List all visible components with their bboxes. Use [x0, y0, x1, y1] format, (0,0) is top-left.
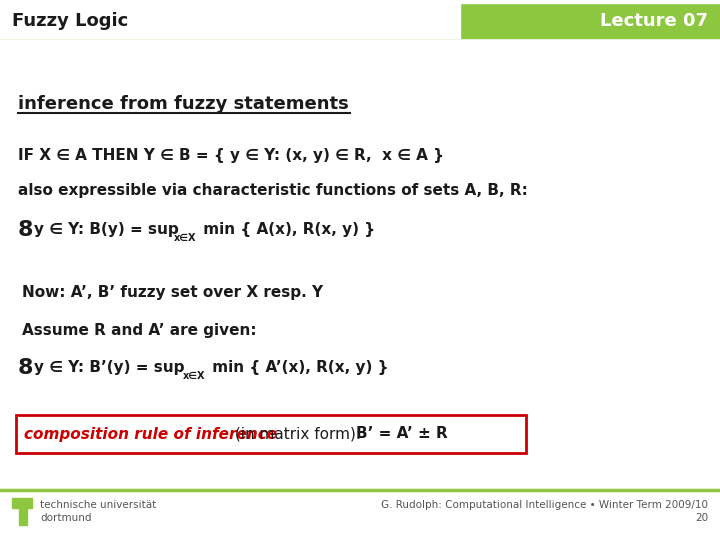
Text: Lecture 07: Lecture 07: [600, 11, 708, 30]
Text: Now: A’, B’ fuzzy set over X resp. Y: Now: A’, B’ fuzzy set over X resp. Y: [22, 285, 323, 300]
Text: y ∈ Y: B’(y) = sup: y ∈ Y: B’(y) = sup: [34, 360, 184, 375]
Text: 8: 8: [18, 220, 34, 240]
Text: min { A’(x), R(x, y) }: min { A’(x), R(x, y) }: [207, 360, 389, 375]
Text: min { A(x), R(x, y) }: min { A(x), R(x, y) }: [198, 222, 375, 237]
Text: (in matrix form):: (in matrix form):: [230, 427, 371, 442]
FancyBboxPatch shape: [16, 415, 526, 453]
Text: x∈X: x∈X: [174, 233, 197, 243]
Text: B’ = A’ ± R: B’ = A’ ± R: [356, 427, 448, 442]
Bar: [0, 3, 460, 38]
Text: IF X ∈ A THEN Y ∈ B = { y ∈ Y: (x, y) ∈ R,  x ∈ A }: IF X ∈ A THEN Y ∈ B = { y ∈ Y: (x, y) ∈ …: [18, 148, 444, 163]
Text: y ∈ Y: B(y) = sup: y ∈ Y: B(y) = sup: [34, 222, 179, 237]
Bar: [0, 0, 720, 38]
Text: technische universität
dortmund: technische universität dortmund: [40, 500, 156, 523]
Bar: [0, 0, 720, 3]
Text: x∈X: x∈X: [183, 371, 205, 381]
Bar: [12, 498, 32, 508]
Bar: [19, 508, 27, 525]
Text: composition rule of inference: composition rule of inference: [24, 427, 277, 442]
Text: Fuzzy Logic: Fuzzy Logic: [12, 11, 128, 30]
Text: 8: 8: [18, 358, 34, 378]
Text: also expressible via characteristic functions of sets A, B, R:: also expressible via characteristic func…: [18, 183, 528, 198]
Text: G. Rudolph: Computational Intelligence • Winter Term 2009/10
20: G. Rudolph: Computational Intelligence •…: [381, 500, 708, 523]
Text: Assume R and A’ are given:: Assume R and A’ are given:: [22, 323, 256, 338]
Text: inference from fuzzy statements: inference from fuzzy statements: [18, 95, 348, 113]
